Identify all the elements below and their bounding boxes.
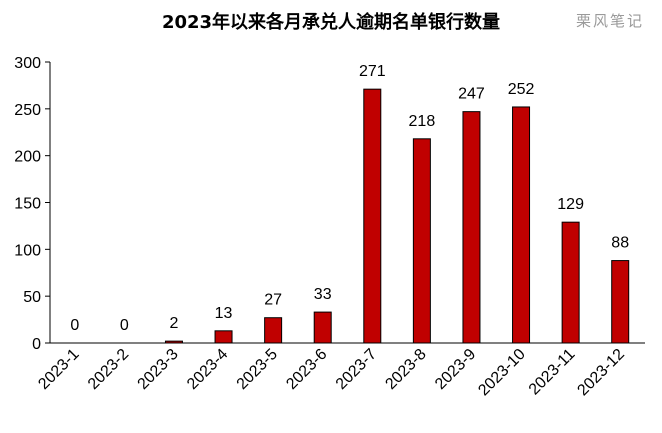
y-tick-label: 100 — [14, 242, 41, 259]
bar — [611, 260, 630, 344]
data-label: 252 — [508, 81, 535, 98]
data-label: 0 — [70, 317, 79, 334]
x-axis: 2023-1 2023-2 2023-3 2023-4 2023-5 2023-6 2023… — [35, 342, 645, 400]
data-label: 218 — [409, 113, 436, 130]
y-axis: 0 50 100 150 200 250 300 — [14, 55, 51, 353]
bar — [214, 330, 233, 344]
y-tick-label: 250 — [14, 102, 41, 119]
data-label: 88 — [611, 235, 629, 252]
x-tick-label: 2023-8 — [382, 346, 429, 393]
y-tick-label: 200 — [14, 149, 41, 166]
bar — [164, 340, 183, 344]
data-label: 129 — [557, 196, 584, 213]
chart-title: 2023年以来各月承兑人逾期名单银行数量 — [161, 12, 501, 33]
x-tick-label: 2023-10 — [475, 346, 529, 400]
y-tick-label: 0 — [32, 336, 41, 353]
x-tick-label: 2023-6 — [283, 346, 330, 393]
data-labels: 0 0 2 13 27 33 271 218 247 252 129 88 — [70, 63, 629, 334]
x-tick-label: 2023-12 — [574, 346, 628, 400]
x-tick-label: 2023-3 — [135, 346, 182, 393]
bar — [264, 317, 283, 344]
bar — [363, 88, 382, 344]
x-tick-label: 2023-9 — [432, 346, 479, 393]
bar — [412, 138, 431, 344]
watermark-text: 栗风笔记 — [575, 12, 644, 30]
bar — [561, 221, 580, 344]
data-label: 33 — [314, 286, 332, 303]
x-tick-label: 2023-5 — [234, 346, 281, 393]
y-tick-label: 50 — [23, 289, 41, 306]
bar — [462, 111, 481, 344]
data-label: 13 — [215, 305, 233, 322]
x-tick-label: 2023-11 — [526, 346, 579, 399]
x-tick-label: 2023-1 — [35, 346, 82, 393]
x-tick-label: 2023-2 — [85, 346, 132, 393]
x-tick-label: 2023-7 — [333, 346, 380, 393]
data-label: 27 — [264, 292, 282, 309]
y-tick-label: 150 — [14, 196, 41, 213]
bar — [512, 106, 531, 344]
data-label: 271 — [359, 63, 386, 80]
x-tick-label: 2023-4 — [184, 346, 231, 393]
y-tick-label: 300 — [14, 55, 41, 72]
bar — [313, 311, 332, 344]
data-label: 0 — [120, 317, 129, 334]
data-label: 247 — [458, 86, 485, 103]
bars — [164, 88, 630, 344]
data-label: 2 — [170, 315, 179, 332]
